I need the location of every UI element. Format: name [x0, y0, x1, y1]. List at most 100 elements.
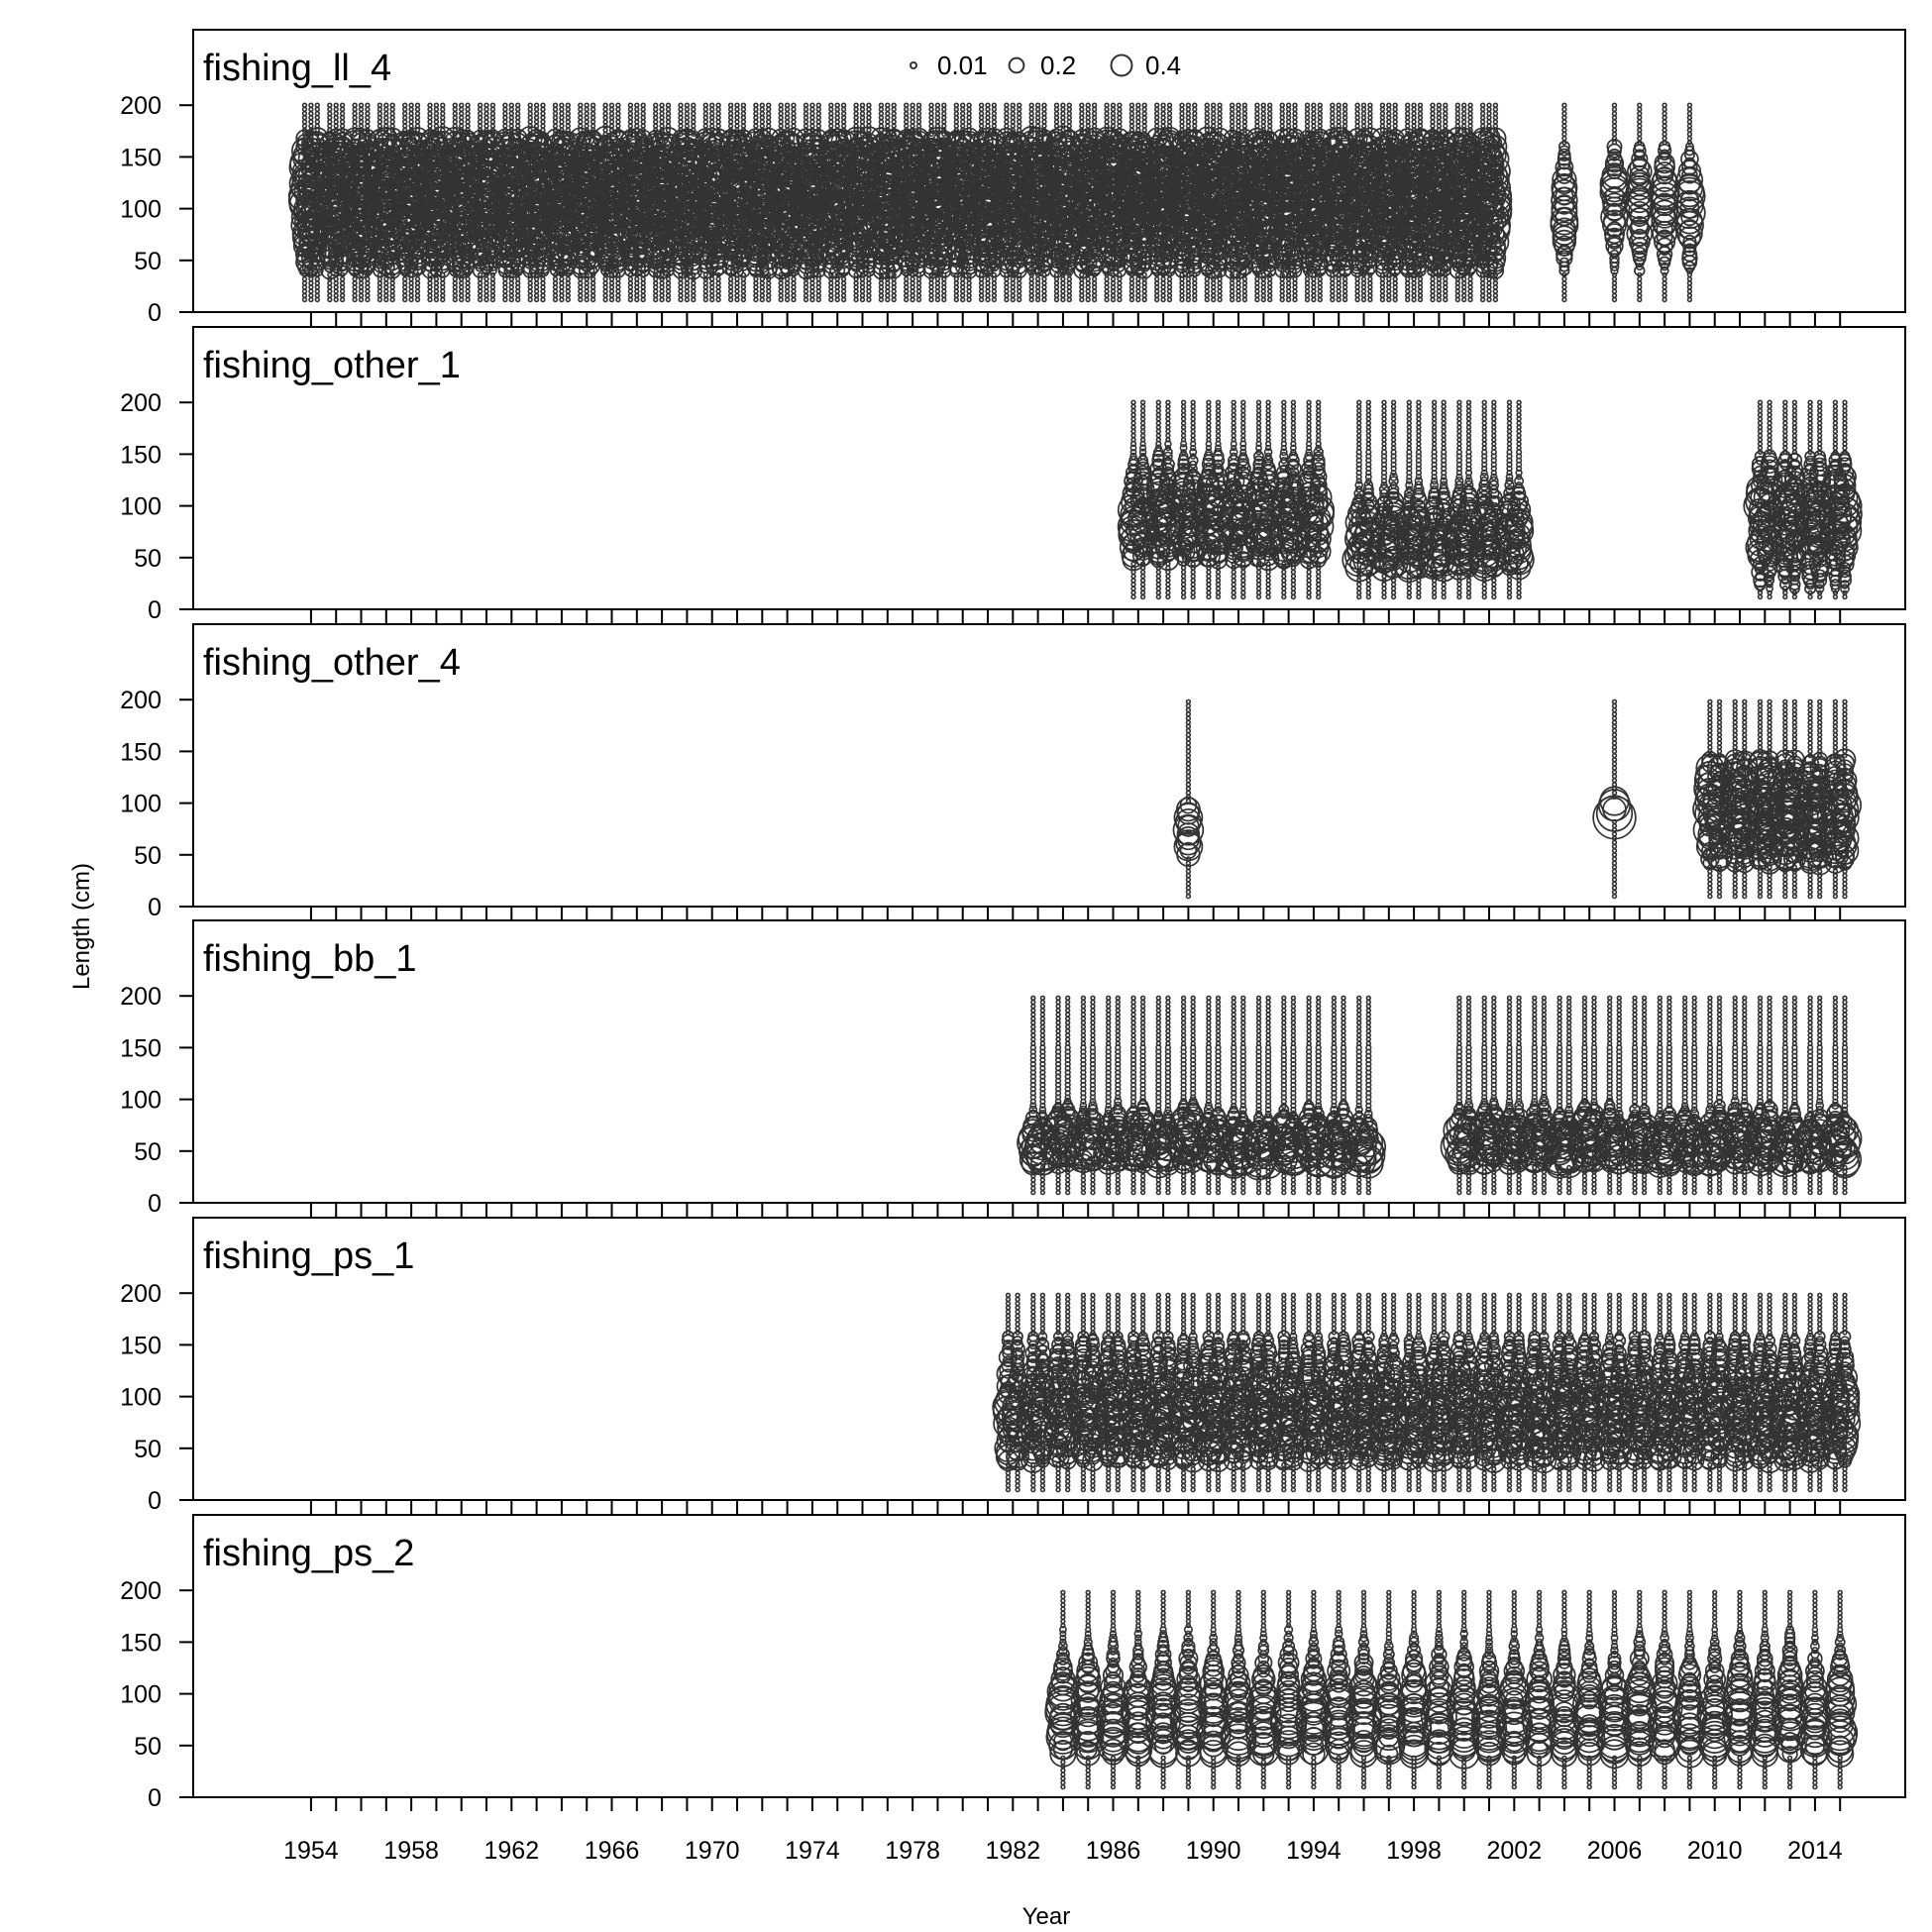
bubble-point — [365, 102, 371, 108]
bubble-point — [684, 106, 691, 113]
bubble-point — [514, 110, 521, 117]
bubble-point — [540, 114, 546, 121]
bubble-point — [540, 102, 546, 108]
bubble-point — [903, 275, 910, 282]
bubble-point — [508, 296, 514, 303]
bubble-point — [602, 114, 608, 121]
bubble-point — [702, 123, 708, 129]
bubble-point — [691, 119, 697, 125]
bubble-point — [809, 292, 815, 298]
bubble-point — [383, 280, 389, 286]
bubble-point — [828, 102, 834, 108]
bubble-point — [433, 296, 440, 303]
bubble-point — [333, 114, 339, 121]
bubble-point — [1104, 119, 1110, 125]
bubble-point — [452, 102, 458, 108]
bubble-point — [389, 296, 395, 303]
bubble-point — [891, 292, 897, 298]
bubble-point — [727, 292, 734, 298]
bubble-point — [565, 114, 571, 121]
bubble-point — [414, 275, 421, 282]
bubble-point — [1079, 271, 1085, 278]
bubble-point — [1153, 123, 1160, 129]
bubble-point — [910, 296, 915, 303]
bubble-point — [1128, 292, 1135, 298]
bubble-point — [1034, 280, 1041, 286]
bubble-point — [459, 114, 465, 121]
bubble-point — [966, 280, 972, 286]
bubble-point — [1117, 280, 1123, 286]
bubble-point — [339, 114, 346, 121]
bubble-point — [740, 114, 747, 121]
bubble-point — [934, 288, 941, 294]
bubble-point — [665, 110, 672, 117]
bubble-point — [978, 110, 985, 117]
bubble-point — [301, 296, 308, 303]
bubble-point — [402, 284, 408, 290]
bubble-point — [759, 296, 765, 303]
bubble-point — [840, 102, 847, 108]
bubble-point — [333, 102, 339, 108]
bubble-point — [840, 106, 847, 113]
bubble-point — [1060, 296, 1066, 303]
bubble-point — [1034, 275, 1041, 282]
bubble-point — [640, 280, 646, 286]
bubble-point — [740, 296, 747, 303]
bubble-point — [514, 114, 521, 121]
bubble-point — [440, 296, 446, 303]
bubble-point — [1041, 119, 1047, 125]
bubble-point — [1104, 102, 1110, 108]
bubble-point — [465, 123, 471, 129]
bubble-point — [1053, 280, 1060, 286]
bubble-point — [659, 284, 665, 290]
bubble-point — [383, 123, 389, 129]
bubble-point — [608, 296, 615, 303]
bubble-point — [991, 280, 998, 286]
bubble-point — [608, 119, 615, 125]
bubble-point — [959, 280, 966, 286]
bubble-point — [734, 284, 740, 290]
bubble-point — [440, 127, 446, 134]
bubble-point — [365, 296, 371, 303]
bubble-point — [1053, 102, 1060, 108]
bubble-point — [740, 280, 747, 286]
bubble-point — [640, 292, 646, 298]
bubble-point — [314, 280, 320, 286]
bubble-point — [376, 102, 383, 108]
bubble-point — [934, 114, 941, 121]
bubble-point — [402, 119, 408, 125]
bubble-point — [659, 102, 665, 108]
bubble-point — [678, 114, 684, 121]
bubble-point — [941, 280, 947, 286]
bubble-point — [565, 292, 571, 298]
bubble-point — [408, 296, 414, 303]
bubble-point — [1041, 110, 1047, 117]
bubble-point — [352, 275, 358, 282]
bubble-point — [1141, 106, 1147, 113]
bubble-point — [1141, 123, 1147, 129]
bubble-point — [753, 280, 759, 286]
bubble-point — [540, 284, 546, 290]
bubble-point — [1060, 292, 1066, 298]
bubble-point — [1160, 292, 1166, 298]
bubble-point — [753, 110, 759, 117]
bubble-point — [1053, 271, 1060, 278]
bubble-point — [533, 110, 540, 117]
bubble-point — [903, 288, 910, 294]
bubble-point — [602, 292, 608, 298]
bubble-point — [1034, 114, 1041, 121]
bubble-point — [866, 292, 872, 298]
bubble-point — [684, 280, 691, 286]
bubble-point — [376, 119, 383, 125]
bubble-point — [765, 131, 772, 138]
bubble-point — [327, 119, 333, 125]
bubble-point — [584, 292, 590, 298]
bubble-point — [834, 106, 840, 113]
bubble-point — [508, 292, 514, 298]
bubble-point — [953, 123, 959, 129]
bubble-point — [708, 280, 715, 286]
bubble-point — [715, 110, 721, 117]
bubble-point — [314, 292, 320, 298]
bubble-point — [527, 114, 533, 121]
bubble-point — [708, 114, 715, 121]
